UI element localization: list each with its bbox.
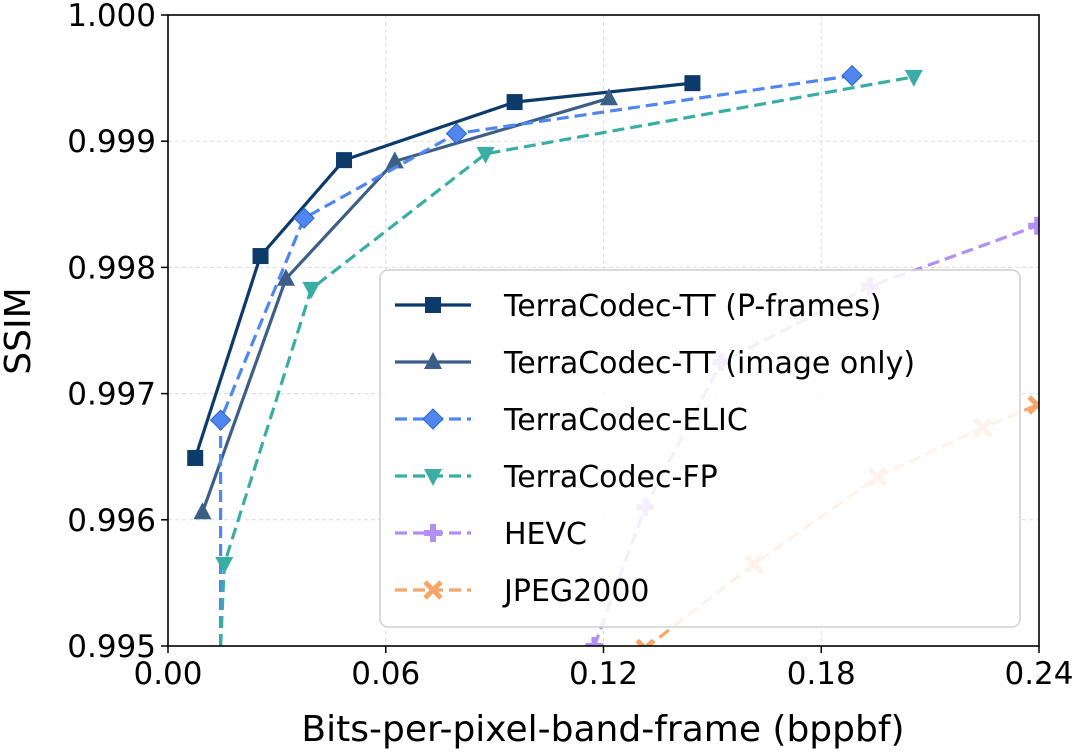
x-tick-label: 0.00 — [133, 656, 202, 692]
series-2 — [209, 64, 863, 646]
legend-item: TerraCodec-TT (image only) — [395, 346, 915, 381]
series-line — [200, 96, 610, 513]
data-point — [599, 88, 618, 106]
legend-label: TerraCodec-TT (image only) — [503, 346, 915, 381]
x-tick-label: 0.06 — [351, 656, 420, 692]
y-tick-label: 0.995 — [67, 629, 156, 665]
legend: TerraCodec-TT (P-frames) TerraCodec-TT (i… — [379, 269, 1021, 628]
y-tick-label: 1.000 — [67, 0, 156, 34]
legend-marker — [423, 580, 443, 600]
data-point — [215, 556, 234, 574]
data-point — [209, 409, 232, 431]
y-tick-label: 0.999 — [67, 124, 156, 160]
legend-item: TerraCodec-ELIC — [395, 403, 748, 438]
legend-marker — [424, 524, 442, 542]
series-3 — [215, 69, 923, 646]
data-point — [476, 146, 495, 164]
axis-ticks: 0.00 0.06 0.12 0.18 0.24 0.995 0.996 0.997 0.998… — [67, 0, 1073, 692]
legend-marker — [425, 297, 441, 313]
legend-label: TerraCodec-TT (P-frames) — [503, 289, 882, 324]
legend-label: JPEG2000 — [502, 574, 650, 609]
data-point — [506, 94, 523, 111]
x-tick-label: 0.18 — [787, 656, 856, 692]
data-point — [187, 449, 204, 466]
legend-item: TerraCodec-FP — [395, 460, 718, 495]
data-point — [445, 122, 468, 145]
data-point — [1027, 395, 1039, 415]
data-point — [252, 248, 269, 265]
data-point — [336, 152, 353, 169]
legend-box — [379, 269, 1021, 628]
series-line — [219, 74, 853, 646]
legend-marker — [424, 352, 442, 369]
y-axis-title: SSIM — [0, 287, 39, 374]
x-axis-title: Bits-per-pixel-band-frame (bppbf) — [301, 709, 904, 750]
legend-label: TerraCodec-FP — [503, 460, 718, 495]
series-0 — [187, 75, 701, 466]
data-point — [193, 502, 212, 520]
data-point — [385, 151, 404, 169]
y-tick-label: 0.998 — [67, 250, 156, 286]
data-point — [684, 75, 701, 92]
legend-item: HEVC — [395, 517, 587, 552]
legend-item: JPEG2000 — [395, 574, 650, 609]
series-1 — [193, 88, 618, 520]
data-point — [1028, 216, 1039, 235]
data-point — [293, 207, 315, 229]
y-tick-label: 0.997 — [67, 377, 156, 413]
data-point — [276, 268, 295, 286]
y-tick-label: 0.996 — [67, 503, 156, 539]
data-point — [841, 64, 863, 87]
data-point — [302, 281, 321, 299]
data-point — [635, 638, 656, 646]
data-point — [904, 69, 923, 87]
legend-marker — [422, 408, 444, 430]
data-point — [585, 637, 604, 646]
legend-item: TerraCodec-TT (P-frames) — [395, 289, 882, 324]
x-tick-label: 0.12 — [569, 656, 638, 692]
legend-marker — [424, 469, 442, 486]
legend-label: HEVC — [504, 517, 587, 552]
legend-label: TerraCodec-ELIC — [503, 403, 748, 438]
x-tick-label: 0.24 — [1004, 656, 1073, 692]
